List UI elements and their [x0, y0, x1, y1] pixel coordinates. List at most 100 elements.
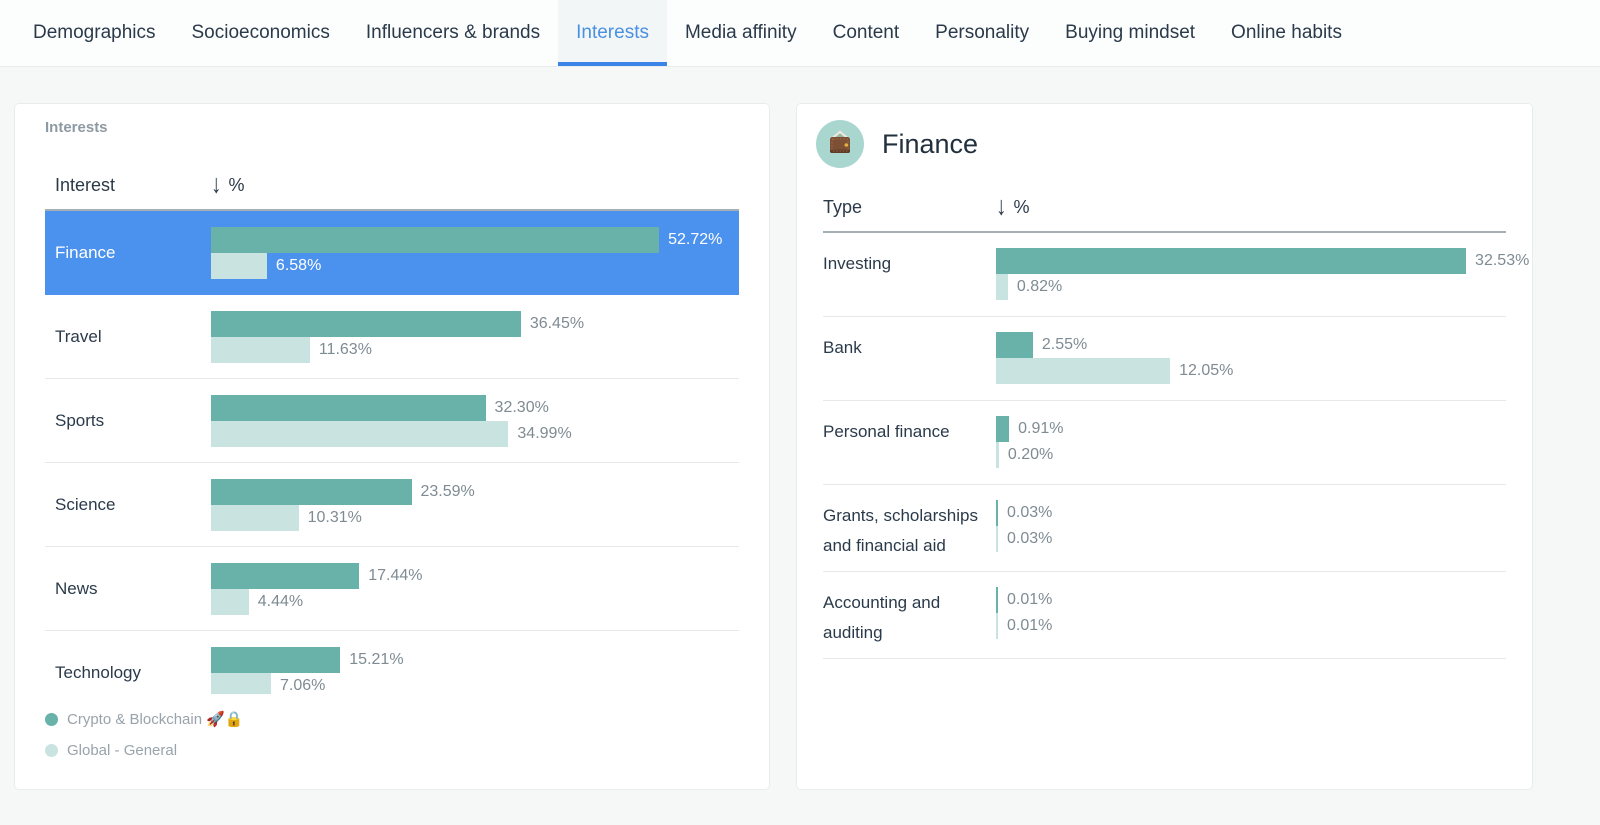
finance-panel-title: Finance [882, 128, 979, 159]
tab-online-habits[interactable]: Online habits [1231, 22, 1342, 43]
tab-interests[interactable]: Interests [558, 0, 667, 66]
secondary-bar-line: 10.31% [211, 504, 739, 531]
secondary-bar-line: 6.58% [211, 252, 739, 279]
interests-table-header: Interest ↓ % [45, 170, 739, 199]
finance-rows: Investing 32.53% 0.82% Bank 2.55% 12.05% Perso… [823, 233, 1529, 659]
chart-legend: Crypto & Blockchain 🚀🔒 Global - General [45, 706, 739, 763]
row-label: Personal finance [823, 422, 950, 441]
primary-percent-label: 36.45% [529, 314, 585, 332]
interests-rows-viewport: Finance 52.72% 6.58% Travel 36.45% 11.63% Spor… [45, 211, 739, 694]
column-header-interest: Interest [55, 174, 116, 195]
primary-bar [211, 310, 521, 337]
secondary-bar [211, 588, 249, 615]
interests-rows: Finance 52.72% 6.58% Travel 36.45% 11.63% Spor… [45, 211, 739, 694]
secondary-percent-label: 34.99% [517, 424, 572, 442]
secondary-bar-line: 34.99% [211, 420, 739, 447]
secondary-bar-line: 12.05% [996, 358, 1506, 384]
content-area: Interests Interest ↓ % Finance 52.72% 6.58… [0, 67, 1600, 790]
secondary-bar [996, 526, 998, 552]
tab-content[interactable]: Content [832, 22, 900, 43]
tab-influencers-brands[interactable]: Influencers & brands [365, 22, 541, 43]
interest-row[interactable]: Science 23.59% 10.31% [45, 463, 739, 547]
row-bars: 2.55% 12.05% [996, 332, 1506, 384]
secondary-bar-line: 7.06% [211, 672, 739, 694]
row-bars: 32.30% 34.99% [211, 394, 739, 447]
finance-type-row[interactable]: Investing 32.53% 0.82% [823, 233, 1529, 317]
finance-table-header: Type ↓ % [823, 192, 1506, 221]
legend-label: Global - General [67, 741, 178, 759]
primary-percent-label: 23.59% [420, 482, 475, 500]
wallet-icon [816, 120, 864, 168]
finance-type-row[interactable]: Personal finance 0.91% 0.20% [823, 401, 1506, 485]
tab-personality[interactable]: Personality [935, 22, 1030, 43]
row-bars: 23.59% 10.31% [211, 478, 739, 531]
secondary-bar [996, 442, 999, 468]
finance-type-row[interactable]: Accounting and auditing 0.01% 0.01% [823, 572, 1506, 659]
legend-dot-icon [45, 743, 58, 757]
row-label: Finance [55, 242, 116, 262]
primary-bar-line: 0.91% [996, 416, 1506, 442]
primary-percent-label: 32.30% [494, 398, 549, 416]
secondary-bar [211, 504, 299, 531]
tab-demographics[interactable]: Demographics [33, 22, 156, 43]
secondary-bar-line: 11.63% [211, 336, 739, 363]
legend-item: Crypto & Blockchain 🚀🔒 [45, 706, 739, 732]
primary-percent-label: 0.91% [1018, 420, 1064, 437]
secondary-percent-label: 11.63% [318, 340, 372, 358]
row-label: Investing [823, 254, 892, 273]
primary-bar [211, 394, 486, 421]
primary-bar [211, 646, 341, 673]
interest-row[interactable]: Technology 15.21% 7.06% [45, 631, 739, 694]
primary-bar-line: 52.72% [211, 226, 739, 253]
secondary-bar-line: 0.82% [996, 274, 1529, 300]
row-label: Bank [823, 338, 862, 357]
primary-bar-line: 23.59% [211, 478, 739, 505]
secondary-bar [996, 274, 1008, 300]
tab-socioeconomics[interactable]: Socioeconomics [191, 22, 330, 43]
secondary-percent-label: 4.44% [257, 592, 304, 610]
primary-bar [996, 332, 1033, 358]
row-label: Travel [55, 326, 102, 346]
primary-bar-line: 32.53% [996, 248, 1529, 274]
tab-buying-mindset[interactable]: Buying mindset [1065, 22, 1196, 43]
interest-row[interactable]: Travel 36.45% 11.63% [45, 295, 739, 379]
primary-bar [996, 500, 998, 526]
secondary-bar-line: 0.01% [996, 613, 1506, 639]
interest-row[interactable]: Finance 52.72% 6.58% [45, 211, 739, 295]
finance-type-row[interactable]: Bank 2.55% 12.05% [823, 317, 1506, 401]
row-bars: 0.01% 0.01% [996, 587, 1506, 639]
secondary-bar [211, 672, 271, 694]
secondary-bar [996, 358, 1171, 384]
secondary-percent-label: 0.01% [1007, 617, 1053, 634]
row-label: Sports [55, 410, 105, 430]
row-label: Grants, scholarships and financial aid [823, 506, 978, 555]
secondary-bar [211, 336, 310, 363]
primary-bar-line: 36.45% [211, 310, 739, 337]
secondary-bar-line: 4.44% [211, 588, 739, 615]
row-label: Technology [55, 662, 142, 682]
secondary-bar-line: 0.03% [996, 526, 1506, 552]
primary-bar [996, 416, 1010, 442]
secondary-percent-label: 10.31% [307, 508, 362, 526]
primary-bar-line: 15.21% [211, 646, 739, 673]
finance-type-row[interactable]: Grants, scholarships and financial aid 0.… [823, 485, 1506, 572]
secondary-bar [996, 613, 998, 639]
row-label: Accounting and auditing [823, 593, 941, 642]
interest-row[interactable]: News 17.44% 4.44% [45, 547, 739, 631]
primary-bar [211, 478, 412, 505]
secondary-percent-label: 12.05% [1179, 362, 1234, 379]
primary-bar [211, 562, 360, 589]
tab-media-affinity[interactable]: Media affinity [684, 22, 797, 43]
row-bars: 17.44% 4.44% [211, 562, 739, 615]
finance-panel-header: Finance [816, 120, 1506, 168]
tab-bar: Demographics Socioeconomics Influencers & … [0, 0, 1600, 67]
interest-row[interactable]: Sports 32.30% 34.99% [45, 379, 739, 463]
row-bars: 0.03% 0.03% [996, 500, 1506, 552]
legend-label: Crypto & Blockchain 🚀🔒 [67, 711, 244, 728]
secondary-bar [211, 252, 267, 279]
primary-percent-label: 0.03% [1007, 504, 1053, 521]
sort-descending-icon[interactable]: ↓ [211, 170, 222, 199]
sort-descending-icon[interactable]: ↓ [996, 192, 1007, 221]
secondary-percent-label: 6.58% [275, 256, 322, 274]
primary-percent-label: 17.44% [368, 566, 423, 584]
